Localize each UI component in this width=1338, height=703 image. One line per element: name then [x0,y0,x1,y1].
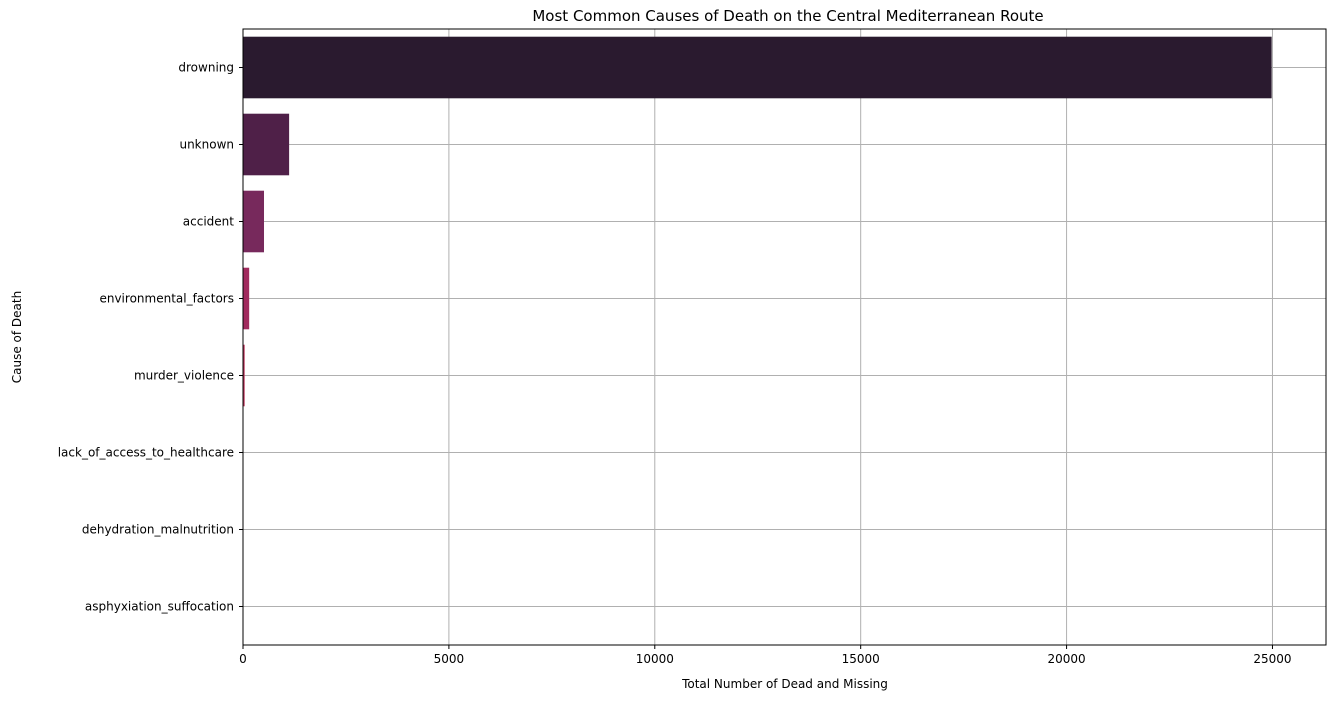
y-tick-label: dehydration_malnutrition [82,523,234,537]
x-tick-label: 5000 [434,652,465,666]
y-axis-label: Cause of Death [10,291,24,383]
y-tick-label: murder_violence [134,369,234,383]
bar-drowning [243,37,1272,99]
x-axis-label: Total Number of Dead and Missing [681,677,888,691]
y-tick-label: unknown [179,138,234,152]
y-tick-label: lack_of_access_to_healthcare [58,446,234,460]
bar-accident [243,191,264,253]
x-tick-label: 0 [239,652,247,666]
bar-unknown [243,114,289,176]
bar-environmental-factors [243,268,249,330]
x-tick-label: 10000 [636,652,674,666]
y-tick-label: environmental_factors [99,292,234,306]
x-tick-label: 25000 [1253,652,1291,666]
x-tick-label: 20000 [1047,652,1085,666]
chart-title: Most Common Causes of Death on the Centr… [532,7,1043,25]
y-tick-label: drowning [178,61,234,75]
y-tick-label: asphyxiation_suffocation [85,600,234,614]
x-tick-label: 15000 [842,652,880,666]
y-tick-label: accident [183,215,234,229]
